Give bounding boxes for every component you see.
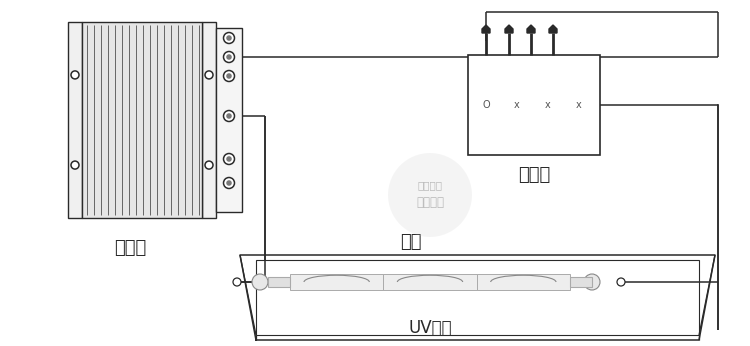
Polygon shape <box>549 25 557 33</box>
Circle shape <box>227 55 231 59</box>
Circle shape <box>252 274 268 290</box>
Circle shape <box>224 110 235 121</box>
Polygon shape <box>482 25 490 33</box>
Circle shape <box>388 153 472 237</box>
Circle shape <box>227 36 231 40</box>
Text: 变压器: 变压器 <box>114 239 146 257</box>
Text: x: x <box>576 100 582 110</box>
Bar <box>570 277 592 287</box>
Circle shape <box>617 278 625 286</box>
Bar <box>468 55 600 155</box>
Circle shape <box>224 154 235 164</box>
Circle shape <box>71 161 79 169</box>
Text: 电容器: 电容器 <box>518 166 550 184</box>
Bar <box>68 22 82 218</box>
Circle shape <box>227 114 231 118</box>
Circle shape <box>227 181 231 185</box>
Circle shape <box>584 274 600 290</box>
Bar <box>290 274 383 290</box>
Circle shape <box>71 71 79 79</box>
Circle shape <box>224 33 235 44</box>
Bar <box>256 260 699 335</box>
Text: O: O <box>482 100 490 110</box>
Text: 创宝机电: 创宝机电 <box>416 197 444 209</box>
Circle shape <box>224 52 235 63</box>
Circle shape <box>224 71 235 82</box>
Bar <box>383 274 477 290</box>
Bar <box>268 277 290 287</box>
Text: 灯罩: 灯罩 <box>400 233 422 251</box>
Circle shape <box>227 157 231 161</box>
Bar <box>202 22 216 218</box>
Text: UV灯管: UV灯管 <box>408 319 452 337</box>
Bar <box>82 22 202 218</box>
Circle shape <box>224 177 235 189</box>
Text: 盗图必究: 盗图必究 <box>418 180 442 190</box>
Circle shape <box>227 74 231 78</box>
Circle shape <box>233 278 241 286</box>
Text: x: x <box>514 100 520 110</box>
Circle shape <box>205 71 213 79</box>
Bar <box>216 28 242 212</box>
Circle shape <box>205 161 213 169</box>
Polygon shape <box>505 25 513 33</box>
Text: x: x <box>545 100 550 110</box>
Bar <box>477 274 570 290</box>
Polygon shape <box>527 25 535 33</box>
